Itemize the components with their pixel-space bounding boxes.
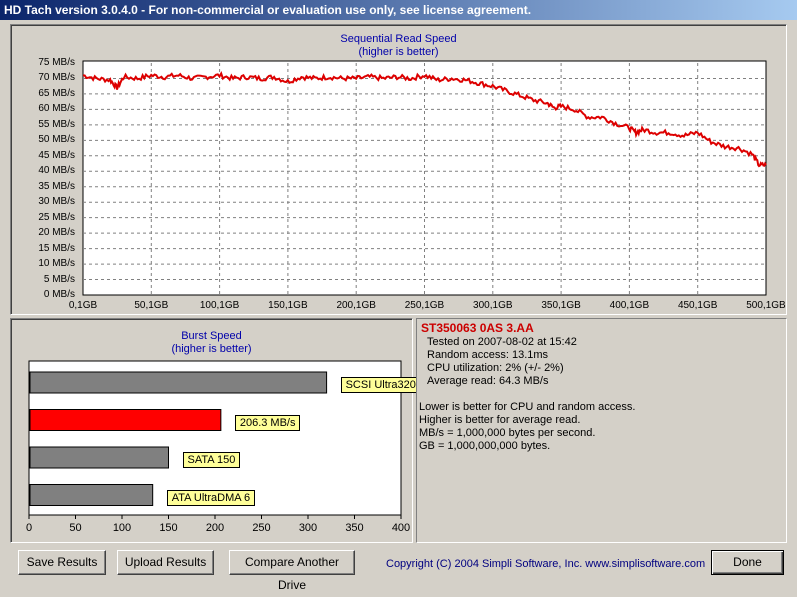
save-results-button[interactable]: Save Results: [18, 550, 106, 575]
read-x-tick: 50,1GB: [134, 300, 169, 311]
read-y-tick: 0 MB/s: [43, 289, 75, 300]
read-speed-chart: [82, 60, 767, 296]
note-gb: GB = 1,000,000,000 bytes.: [419, 440, 551, 452]
burst-bar-label: 206.3 MB/s: [234, 414, 301, 431]
info-panel: ST350063 0AS 3.AA Tested on 2007-08-02 a…: [416, 318, 787, 543]
note-mbs: MB/s = 1,000,000 bytes per second.: [419, 427, 596, 439]
read-y-tick: 15 MB/s: [38, 242, 75, 254]
burst-x-tick: 50: [69, 522, 81, 534]
upload-results-button[interactable]: Upload Results: [117, 550, 214, 575]
burst-x-tick: 250: [252, 522, 270, 534]
note-lower-better: Lower is better for CPU and random acces…: [419, 401, 636, 413]
read-x-tick: 500,1GB: [746, 300, 786, 311]
burst-chart-title: Burst Speed: [181, 330, 242, 342]
burst-bar-label: SCSI Ultra320: [340, 377, 421, 393]
read-x-tick: 300,1GB: [473, 300, 513, 311]
burst-x-tick: 0: [26, 522, 32, 534]
read-chart-title: Sequential Read Speed: [340, 33, 457, 45]
burst-bar-label: SATA 150: [182, 452, 241, 468]
burst-x-tick: 100: [113, 522, 131, 534]
read-y-tick: 45 MB/s: [38, 149, 75, 161]
burst-bar-label: ATA UltraDMA 6: [166, 489, 256, 506]
burst-x-tick: 150: [159, 522, 177, 534]
read-y-tick: 5 MB/s: [43, 273, 75, 285]
read-y-tick: 50 MB/s: [38, 134, 75, 146]
average-read: Average read: 64.3 MB/s: [427, 375, 549, 387]
read-x-tick: 150,1GB: [268, 300, 308, 311]
read-y-tick: 75 MB/s: [38, 57, 75, 68]
burst-bar: [29, 446, 169, 469]
read-y-tick: 10 MB/s: [38, 258, 75, 270]
read-x-tick: 250,1GB: [404, 300, 445, 311]
read-y-tick: 30 MB/s: [38, 196, 75, 208]
burst-x-tick: 300: [299, 522, 317, 534]
burst-x-tick: 200: [206, 522, 224, 534]
read-x-tick: 450,1GB: [677, 300, 718, 311]
burst-x-tick: 400: [392, 522, 410, 534]
compare-drive-button[interactable]: Compare Another Drive: [229, 550, 355, 592]
test-date: Tested on 2007-08-02 at 15:42: [427, 336, 577, 348]
read-x-tick: 350,1GB: [541, 300, 581, 311]
read-x-tick: 0,1GB: [68, 300, 98, 311]
read-y-tick: 20 MB/s: [38, 227, 75, 239]
read-y-tick: 40 MB/s: [38, 165, 75, 177]
copyright-text: Copyright (C) 2004 Simpli Software, Inc.…: [386, 558, 706, 570]
read-y-tick: 35 MB/s: [38, 180, 75, 192]
read-y-tick: 60 MB/s: [38, 103, 75, 115]
burst-bar: [29, 409, 222, 431]
burst-bar: [29, 371, 328, 394]
burst-speed-panel: Burst Speed (higher is better) 0 50 100 150…: [10, 318, 421, 543]
note-higher-better: Higher is better for average read.: [419, 414, 581, 426]
drive-model: ST350063 0AS 3.AA: [421, 321, 534, 335]
burst-x-tick: 350: [345, 522, 363, 534]
read-y-tick: 65 MB/s: [38, 87, 75, 99]
read-y-tick: 25 MB/s: [38, 211, 75, 223]
read-speed-panel: Sequential Read Speed (higher is better)…: [10, 24, 787, 315]
read-x-tick: 400,1GB: [609, 300, 650, 311]
read-x-tick: 100,1GB: [199, 300, 240, 311]
random-access: Random access: 13.1ms: [427, 349, 549, 361]
done-button[interactable]: Done: [711, 550, 784, 575]
burst-chart-subtitle: (higher is better): [171, 343, 252, 355]
read-x-tick: 200,1GB: [336, 300, 376, 311]
cpu-utilization: CPU utilization: 2% (+/- 2%): [427, 362, 564, 374]
read-y-tick: 55 MB/s: [38, 118, 75, 130]
read-chart-subtitle: (higher is better): [358, 46, 439, 58]
read-y-tick: 70 MB/s: [38, 72, 75, 84]
burst-bar: [29, 484, 154, 506]
read-speed-line: [82, 71, 767, 168]
window-title: HD Tach version 3.0.4.0 - For non-commer…: [0, 0, 797, 20]
burst-speed-chart: 0 50 100 150 200 250 300 350 400: [26, 360, 410, 534]
